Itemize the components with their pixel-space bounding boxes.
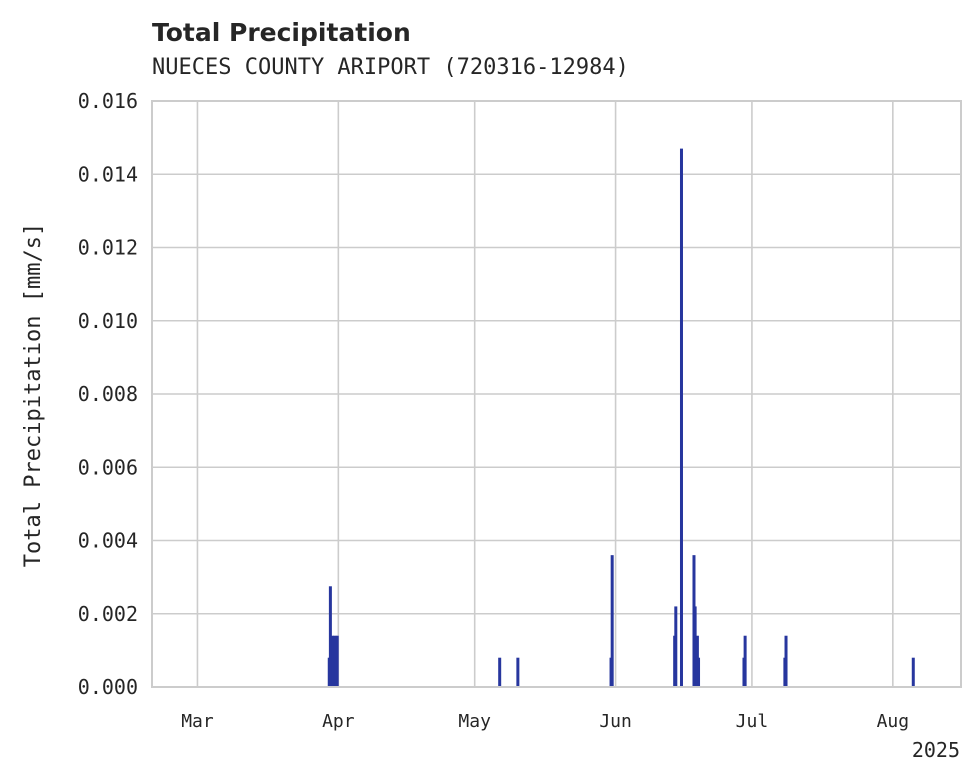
x-tick-label: Aug (877, 711, 910, 732)
bar-series (327, 148, 915, 688)
precip-bar (674, 606, 678, 687)
x-axis-offset-year: 2025 (912, 738, 960, 762)
precip-bar (743, 635, 747, 687)
x-axis-ticks: Mar Apr May Jun Jul Aug (181, 711, 909, 732)
precip-bar (697, 657, 701, 687)
y-tick-label: 0.006 (78, 455, 138, 479)
precip-bar (784, 635, 788, 687)
y-tick-label: 0.012 (78, 236, 138, 260)
x-tick-label: Jun (599, 711, 632, 732)
precip-bar (335, 635, 339, 687)
precip-bar (679, 148, 683, 688)
y-axis-ticks: 0.000 0.002 0.004 0.006 0.008 0.010 0.012 0.014… (78, 89, 138, 699)
precip-bar (693, 606, 697, 687)
precip-bar (610, 555, 614, 687)
chart-subtitle: NUECES COUNTY ARIPORT (720316-12984) (152, 55, 629, 80)
y-axis-label: Total Precipitation [mm/s] (21, 223, 46, 567)
x-tick-label: Apr (322, 711, 355, 732)
precip-bar (516, 657, 520, 687)
y-tick-label: 0.010 (78, 309, 138, 333)
precip-bar (498, 657, 502, 687)
precip-bar (328, 586, 332, 687)
x-tick-label: May (458, 711, 491, 732)
y-tick-label: 0.000 (78, 675, 138, 699)
grid (152, 100, 961, 688)
y-tick-label: 0.014 (78, 162, 138, 186)
precip-bar (331, 635, 335, 687)
x-tick-label: Jul (736, 711, 769, 732)
y-tick-label: 0.008 (78, 382, 138, 406)
y-tick-label: 0.002 (78, 602, 138, 626)
y-tick-label: 0.016 (78, 89, 138, 113)
plot-frame (151, 100, 962, 688)
x-tick-label: Mar (181, 711, 214, 732)
y-tick-label: 0.004 (78, 529, 138, 553)
chart-title: Total Precipitation (152, 18, 411, 47)
precip-bar (911, 657, 915, 687)
